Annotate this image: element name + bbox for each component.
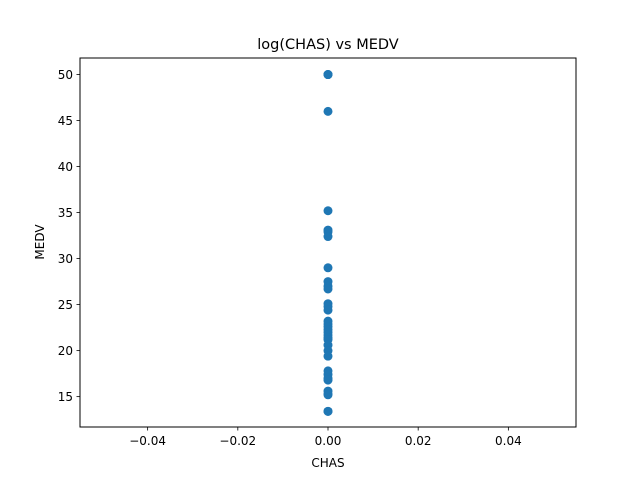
data-point: [323, 206, 333, 216]
x-tick-label: 0.02: [405, 434, 432, 448]
data-points: [323, 70, 333, 416]
y-tick-label: 30: [58, 252, 73, 266]
data-point: [323, 390, 333, 400]
data-point: [323, 406, 333, 416]
data-point: [323, 232, 333, 242]
y-axis: 15 20 25 30 35 40 45 50: [58, 68, 80, 404]
y-tick-label: 25: [58, 298, 73, 312]
x-axis: −0.04 −0.02 0.00 0.02 0.04: [129, 427, 522, 448]
x-tick-label: 0.04: [495, 434, 522, 448]
data-point: [323, 106, 333, 116]
chart-title: log(CHAS) vs MEDV: [257, 37, 399, 53]
y-tick-label: 20: [58, 344, 73, 358]
y-axis-label: MEDV: [33, 224, 47, 260]
y-tick-label: 35: [58, 206, 73, 220]
y-tick-label: 40: [58, 160, 73, 174]
data-point: [323, 70, 333, 80]
y-tick-label: 45: [58, 114, 73, 128]
data-point: [323, 305, 333, 315]
x-tick-label: −0.02: [219, 434, 256, 448]
x-axis-label: CHAS: [311, 456, 344, 470]
data-point: [323, 351, 333, 361]
x-tick-label: 0.00: [315, 434, 342, 448]
data-point: [323, 284, 333, 294]
x-tick-label: −0.04: [129, 434, 166, 448]
y-tick-label: 50: [58, 68, 73, 82]
y-tick-label: 15: [58, 390, 73, 404]
data-point: [323, 375, 333, 385]
data-point: [323, 263, 333, 273]
